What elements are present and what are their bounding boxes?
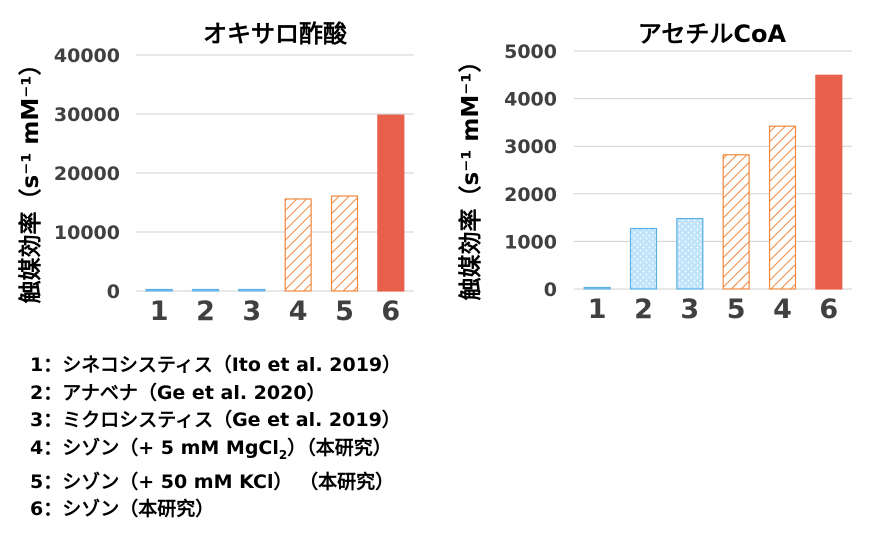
x-tick-label: 3 [242,296,261,327]
bar-3 [238,288,266,292]
legend-item-6: 6：シゾン（本研究） [30,498,215,521]
y-axis-label: 触媒効率（s⁻¹ mM⁻¹） [457,50,484,301]
bar-2 [191,288,220,292]
x-tick-label: 5 [335,296,354,327]
bar-4 [768,125,797,290]
y-tick-label: 2000 [504,184,557,206]
x-tick-label: 6 [819,294,838,325]
x-tick-label: 1 [150,296,169,327]
x-tick-label: 4 [773,294,792,325]
x-tick-label: 2 [196,296,215,327]
bar-6 [815,74,843,290]
y-axis-label: 触媒効率（s⁻¹ mM⁻¹） [17,53,44,304]
x-tick-label: 4 [289,296,308,327]
bar-5 [330,195,359,292]
chart-title: アセチルCoA [638,20,787,48]
y-tick-label: 30000 [54,104,120,126]
bar-4 [284,198,312,292]
y-tick-label: 20000 [54,163,120,185]
bar-6 [377,114,405,292]
bar-5 [722,154,750,290]
chart-acetyl-coa: アセチルCoA 触媒効率（s⁻¹ mM⁻¹） 0 1000 2000 3000 4000 50… [457,20,852,325]
x-tick-label: 3 [680,294,699,325]
bar-1 [145,288,173,292]
legend-item-5: 5：シゾン（+ 50 mM KCl） （本研究） [30,470,395,493]
legend-item-2: 2：アナベナ（Ge et al. 2020） [30,381,326,404]
y-tick-label: 3000 [504,136,557,158]
y-tick-label: 4000 [504,89,557,111]
bar-3 [676,217,704,290]
x-tick-label: 5 [727,294,746,325]
legend-item-4-subscript: 2 [278,447,288,462]
legend-item-4-suffix: ）（本研究） [287,436,392,459]
chart-title: オキサロ酢酸 [203,20,348,48]
y-tick-label: 5000 [504,41,557,63]
legend-item-4: 4：シゾン（+ 5 mM MgCl2）（本研究） [30,435,850,469]
legend: 1：シネコシスティス（Ito et al. 2019） 2：アナベナ（Ge et… [30,352,850,524]
legend-item-1: 1：シネコシスティス（Ito et al. 2019） [30,354,402,376]
bar-1 [583,286,611,290]
y-tick-label: 1000 [504,231,557,253]
x-tick-label: 1 [588,294,607,325]
y-tick-label: 40000 [54,45,120,67]
legend-item-4-text: 4：シゾン（+ 5 mM MgCl [30,436,279,459]
bar-2 [629,227,658,290]
x-tick-label: 2 [634,294,653,325]
x-tick-label: 6 [381,296,400,327]
y-tick-label: 0 [107,281,120,303]
legend-item-3: 3：ミクロシスティス（Ge et al. 2019） [30,409,401,431]
y-tick-label: 10000 [54,222,120,244]
y-tick-label: 0 [544,279,557,301]
